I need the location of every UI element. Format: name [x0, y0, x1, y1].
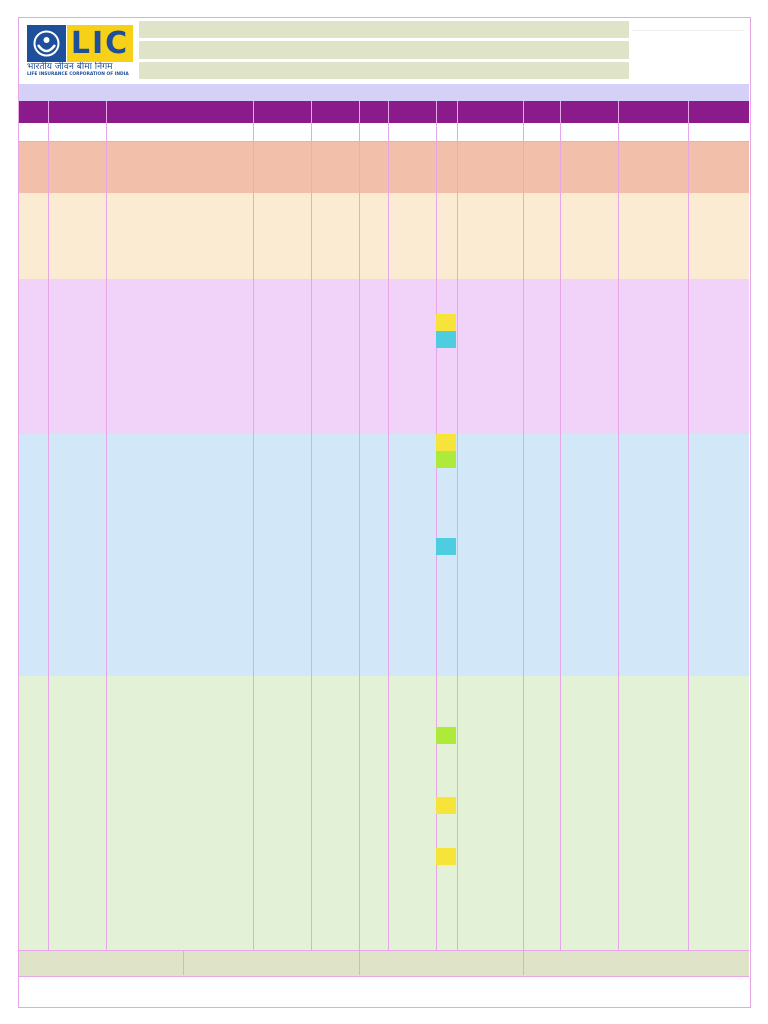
column-divider — [311, 101, 312, 950]
header-bar — [139, 62, 629, 79]
logo-english-name: LIFE INSURANCE CORPORATION OF INDIA — [27, 72, 129, 77]
header-bar — [139, 21, 629, 38]
table-row — [19, 193, 749, 279]
column-divider — [457, 101, 458, 950]
column-divider — [359, 101, 360, 950]
highlight-cell — [436, 331, 456, 348]
column-divider — [688, 101, 689, 950]
page-frame — [18, 17, 751, 1008]
column-divider — [48, 101, 49, 950]
logo-mark-box: LIC — [67, 25, 133, 62]
table-header-row — [19, 101, 749, 123]
logo-mark: LIC — [70, 26, 130, 61]
header-rule — [632, 30, 744, 31]
footer-row — [19, 950, 749, 977]
logo: LIC भारतीय जीवन बीमा निगम LIFE INSURANCE… — [27, 25, 133, 78]
section-band — [19, 84, 749, 101]
footer-divider — [359, 950, 360, 975]
column-divider — [560, 101, 561, 950]
footer-divider — [523, 950, 524, 975]
logo-emblem — [27, 25, 66, 62]
highlight-cell — [436, 727, 456, 744]
header-bar — [139, 41, 629, 59]
table-row — [19, 676, 749, 950]
column-divider — [106, 101, 107, 950]
highlight-cell — [436, 538, 456, 555]
row-divider — [19, 141, 749, 142]
table-row — [19, 279, 749, 434]
column-divider — [618, 101, 619, 950]
column-divider — [388, 101, 389, 950]
highlight-cell — [436, 848, 456, 865]
column-divider — [253, 101, 254, 950]
table-row — [19, 434, 749, 676]
footer-divider — [183, 950, 184, 975]
highlight-cell — [436, 451, 456, 468]
logo-hindi-name: भारतीय जीवन बीमा निगम — [27, 62, 113, 72]
column-divider — [523, 101, 524, 950]
table-row — [19, 142, 749, 193]
highlight-cell — [436, 797, 456, 814]
emblem-icon — [33, 30, 60, 57]
highlight-cell — [436, 434, 456, 451]
highlight-cell — [436, 314, 456, 331]
column-divider — [436, 101, 437, 950]
